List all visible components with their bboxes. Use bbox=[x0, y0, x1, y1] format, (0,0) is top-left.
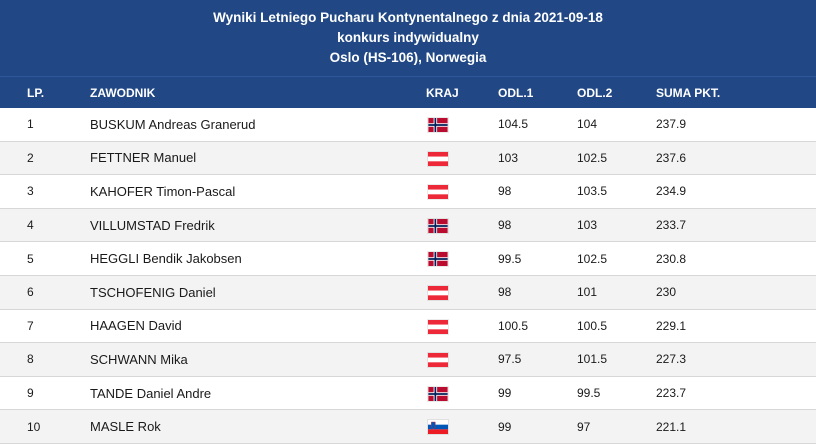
cell-total: 223.7 bbox=[656, 386, 687, 401]
table-row: 3 KAHOFER Timon-Pascal 98 103.5 234.9 bbox=[0, 175, 816, 209]
cell-jump2: 102.5 bbox=[577, 150, 608, 165]
cell-athlete-name: KAHOFER Timon-Pascal bbox=[90, 183, 236, 199]
cell-total: 230 bbox=[656, 285, 677, 300]
cell-jump2: 101.5 bbox=[577, 352, 608, 367]
table-row: 10 MASLE Rok 99 97 221.1 bbox=[0, 410, 816, 444]
cell-lp: 3 bbox=[27, 184, 34, 199]
cell-jump2: 103 bbox=[577, 218, 598, 233]
austria-flag-icon bbox=[428, 286, 448, 301]
cell-country bbox=[426, 318, 498, 334]
norway-flag-icon bbox=[428, 118, 448, 133]
cell-lp: 7 bbox=[27, 318, 34, 333]
title-line-3: Oslo (HS-106), Norwegia bbox=[329, 50, 487, 65]
cell-jump1: 100.5 bbox=[498, 318, 529, 333]
header-jump2: ODL.2 bbox=[577, 85, 613, 100]
cell-jump1: 103 bbox=[498, 150, 519, 165]
cell-total: 227.3 bbox=[656, 352, 687, 367]
cell-country bbox=[426, 251, 498, 267]
cell-lp: 1 bbox=[27, 117, 34, 132]
cell-jump2: 103.5 bbox=[577, 184, 608, 199]
table-row: 7 HAAGEN David 100.5 100.5 229.1 bbox=[0, 309, 816, 344]
cell-athlete-name: MASLE Rok bbox=[90, 419, 161, 435]
header-total: SUMA PKT. bbox=[656, 85, 721, 100]
cell-lp: 4 bbox=[27, 218, 34, 233]
table-row: 4 VILLUMSTAD Fredrik 98 103 233.7 bbox=[0, 208, 816, 243]
results-table-body: 1 BUSKUM Andreas Granerud 104.5 104 237.9 2 FE… bbox=[0, 108, 816, 444]
cell-total: 237.6 bbox=[656, 150, 687, 165]
cell-total: 237.9 bbox=[656, 117, 687, 132]
cell-total: 229.1 bbox=[656, 318, 687, 333]
cell-total: 234.9 bbox=[656, 184, 687, 199]
table-header: LP. ZAWODNIK KRAJ ODL.1 ODL.2 SUMA PKT. bbox=[0, 76, 816, 108]
cell-athlete-name: TANDE Daniel Andre bbox=[90, 385, 212, 401]
cell-jump2: 100.5 bbox=[577, 318, 608, 333]
cell-country bbox=[426, 150, 498, 166]
cell-country bbox=[426, 352, 498, 368]
cell-jump1: 98 bbox=[498, 285, 512, 300]
norway-flag-icon bbox=[428, 252, 448, 267]
title-line-1: Wyniki Letniego Pucharu Kontynentalnego … bbox=[213, 10, 603, 25]
cell-jump1: 98 bbox=[498, 184, 512, 199]
cell-lp: 2 bbox=[27, 150, 34, 165]
title-line-2: konkurs indywidualny bbox=[337, 30, 479, 45]
austria-flag-icon bbox=[428, 185, 448, 200]
cell-athlete-name: HAAGEN David bbox=[90, 318, 182, 334]
cell-country bbox=[426, 217, 498, 233]
cell-athlete-name: TSCHOFENIG Daniel bbox=[90, 284, 216, 300]
cell-jump2: 104 bbox=[577, 117, 598, 132]
cell-jump1: 98 bbox=[498, 218, 512, 233]
cell-total: 233.7 bbox=[656, 218, 687, 233]
austria-flag-icon bbox=[428, 353, 448, 368]
cell-lp: 5 bbox=[27, 251, 34, 266]
cell-total: 221.1 bbox=[656, 419, 687, 434]
norway-flag-icon bbox=[428, 218, 448, 233]
table-row: 1 BUSKUM Andreas Granerud 104.5 104 237.9 bbox=[0, 108, 816, 142]
slovenia-flag-icon bbox=[428, 420, 448, 435]
austria-flag-icon bbox=[428, 319, 448, 334]
cell-jump2: 99.5 bbox=[577, 386, 601, 401]
results-title: Wyniki Letniego Pucharu Kontynentalnego … bbox=[0, 0, 816, 76]
header-lp: LP. bbox=[27, 85, 45, 100]
cell-jump1: 99.5 bbox=[498, 251, 522, 266]
cell-country bbox=[426, 385, 498, 401]
cell-lp: 8 bbox=[27, 352, 34, 367]
cell-jump2: 101 bbox=[577, 285, 598, 300]
cell-jump2: 97 bbox=[577, 419, 591, 434]
cell-jump1: 99 bbox=[498, 386, 512, 401]
cell-lp: 9 bbox=[27, 386, 34, 401]
cell-lp: 6 bbox=[27, 285, 34, 300]
cell-athlete-name: HEGGLI Bendik Jakobsen bbox=[90, 251, 242, 267]
table-row: 6 TSCHOFENIG Daniel 98 101 230 bbox=[0, 275, 816, 310]
header-jump1: ODL.1 bbox=[498, 85, 534, 100]
table-row: 9 TANDE Daniel Andre 99 99.5 223.7 bbox=[0, 376, 816, 411]
table-row: 5 HEGGLI Bendik Jakobsen 99.5 102.5 230.8 bbox=[0, 242, 816, 276]
cell-athlete-name: BUSKUM Andreas Granerud bbox=[90, 116, 256, 132]
austria-flag-icon bbox=[428, 151, 448, 166]
table-row: 8 SCHWANN Mika 97.5 101.5 227.3 bbox=[0, 343, 816, 377]
cell-country bbox=[426, 117, 498, 133]
cell-jump1: 99 bbox=[498, 419, 512, 434]
header-name: ZAWODNIK bbox=[90, 85, 156, 100]
cell-athlete-name: VILLUMSTAD Fredrik bbox=[90, 217, 215, 233]
cell-country bbox=[426, 184, 498, 200]
cell-lp: 10 bbox=[27, 419, 41, 434]
header-country: KRAJ bbox=[426, 85, 459, 100]
cell-jump1: 104.5 bbox=[498, 117, 529, 132]
norway-flag-icon bbox=[428, 386, 448, 401]
cell-jump2: 102.5 bbox=[577, 251, 608, 266]
cell-jump1: 97.5 bbox=[498, 352, 522, 367]
cell-total: 230.8 bbox=[656, 251, 687, 266]
cell-athlete-name: FETTNER Manuel bbox=[90, 150, 197, 166]
cell-country bbox=[426, 284, 498, 301]
cell-athlete-name: SCHWANN Mika bbox=[90, 351, 188, 367]
cell-country bbox=[426, 419, 498, 435]
table-row: 2 FETTNER Manuel 103 102.5 237.6 bbox=[0, 141, 816, 176]
